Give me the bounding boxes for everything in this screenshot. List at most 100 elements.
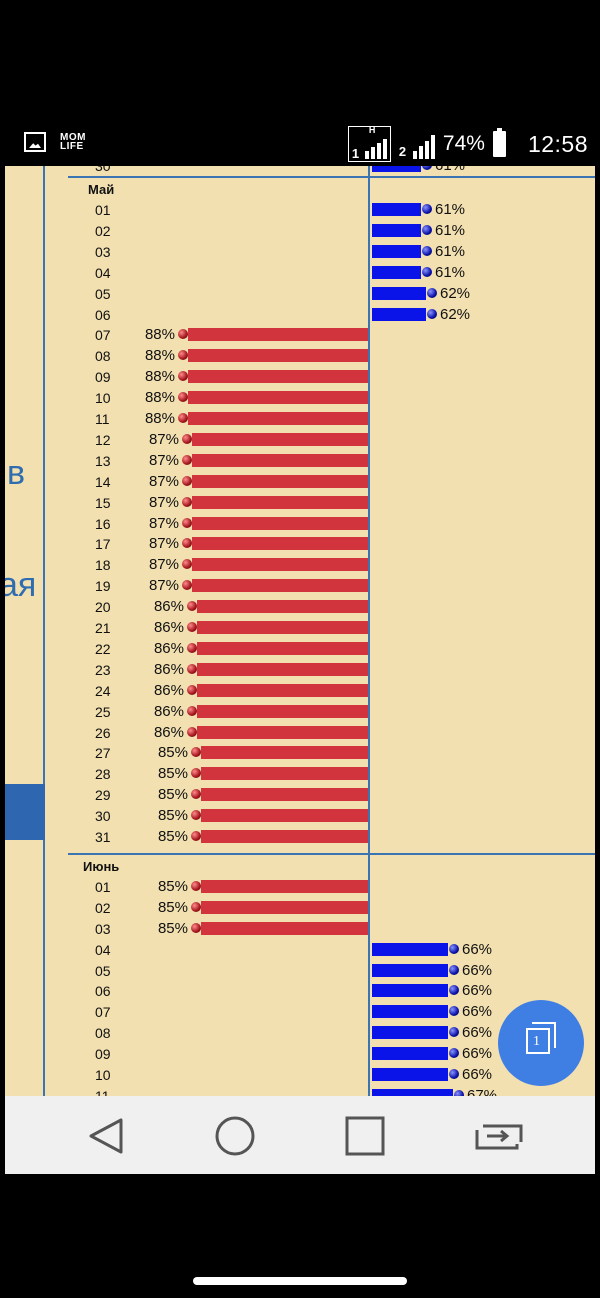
day-label: 17	[95, 536, 111, 553]
day-row: 14 87%	[5, 471, 595, 492]
day-label: 06	[95, 983, 111, 1000]
day-label: 25	[95, 703, 111, 720]
value-label: 62%	[440, 284, 471, 302]
right-bar	[372, 223, 421, 237]
day-label: 01	[95, 878, 111, 895]
recents-icon[interactable]	[343, 1114, 387, 1158]
left-bar-marker	[178, 350, 188, 361]
value-label: 85%	[157, 765, 188, 783]
home-indicator[interactable]	[193, 1277, 407, 1285]
right-bar	[372, 203, 421, 216]
sim2-label: 2	[398, 144, 407, 159]
right-bar-marker	[449, 1006, 459, 1017]
tab-count: 1	[533, 1034, 540, 1049]
left-bar-marker	[178, 413, 188, 423]
sidebar-text-2: ая	[5, 566, 37, 604]
day-label: 30	[95, 166, 111, 174]
value-label: 86%	[153, 660, 184, 678]
right-bar-marker	[427, 287, 437, 298]
left-bar	[192, 432, 368, 446]
left-bar	[197, 683, 368, 697]
left-bar	[188, 328, 368, 342]
left-bar-marker	[178, 371, 188, 382]
tabs-button[interactable]: 1	[498, 1000, 584, 1086]
day-label: 08	[95, 1025, 111, 1042]
chart-content[interactable]: в ая 30 61% Май 01 61% 02 61% 03 61% 04 61% 05 62%…	[5, 166, 595, 1096]
battery-icon	[492, 128, 506, 157]
left-bar	[188, 391, 368, 405]
left-bar	[201, 809, 368, 823]
day-label: 10	[95, 390, 111, 407]
left-bar-marker	[191, 747, 201, 758]
value-label: 85%	[157, 786, 188, 804]
value-label: 88%	[144, 347, 175, 365]
value-label: 88%	[144, 410, 175, 427]
day-row: 17 87%	[5, 533, 595, 554]
left-bar	[192, 558, 368, 572]
right-bar	[372, 244, 421, 258]
right-bar-marker	[427, 308, 437, 319]
left-bar	[192, 579, 368, 593]
left-bar	[197, 600, 368, 614]
day-label: 06	[95, 306, 111, 323]
month-separator	[68, 852, 595, 855]
left-bar-marker	[191, 901, 201, 912]
left-bar-marker	[178, 329, 188, 340]
left-bar	[192, 516, 368, 530]
left-bar-marker	[191, 880, 201, 891]
day-row: 01 85%	[5, 876, 595, 897]
value-label: 66%	[462, 1045, 493, 1063]
value-label: 86%	[153, 681, 184, 699]
day-row: 12 87%	[5, 429, 595, 450]
day-label: 26	[95, 724, 111, 741]
value-label: 87%	[148, 430, 179, 448]
value-label: 85%	[157, 744, 188, 762]
day-row: 26 86%	[5, 722, 595, 743]
day-row: 22 86%	[5, 638, 595, 659]
clock: 12:58	[527, 130, 588, 157]
tabs-back-icon	[532, 1022, 556, 1048]
value-label: 67%	[467, 1086, 498, 1096]
day-row: 05 62%	[5, 283, 595, 304]
right-bar	[372, 942, 448, 956]
day-label: 05	[95, 285, 111, 302]
battery-percent: 74%	[442, 132, 485, 155]
day-label: 27	[95, 745, 111, 762]
left-bar	[197, 621, 368, 634]
day-row: 15 87%	[5, 492, 595, 513]
day-row: 05 66%	[5, 960, 595, 981]
left-bar	[197, 725, 368, 739]
tabs-icon	[526, 1028, 550, 1054]
back-icon[interactable]	[85, 1114, 129, 1158]
day-row: 07 66%	[5, 1001, 595, 1022]
left-bar	[201, 879, 368, 893]
sidebar-button[interactable]	[5, 784, 45, 840]
network-type-label: H	[368, 125, 376, 135]
home-icon[interactable]	[213, 1114, 257, 1158]
left-bar-marker	[182, 538, 192, 549]
left-bar-marker	[182, 433, 192, 444]
day-row: 25 86%	[5, 701, 595, 722]
switch-icon[interactable]	[471, 1114, 527, 1158]
left-bar-marker	[191, 831, 201, 841]
day-row: 29 85%	[5, 784, 595, 805]
day-label: 21	[95, 620, 111, 636]
day-row: 21 86%	[5, 617, 595, 638]
left-bar	[192, 474, 368, 488]
day-row: 06 62%	[5, 304, 595, 325]
left-bar	[197, 704, 368, 718]
right-bar	[372, 1068, 448, 1081]
left-bar-marker	[182, 580, 192, 591]
right-bar	[372, 265, 421, 279]
right-bar-marker	[449, 1069, 459, 1079]
left-bar	[201, 900, 368, 914]
value-label: 86%	[153, 619, 184, 636]
day-row: 07 88%	[5, 324, 595, 345]
day-label: 05	[95, 962, 111, 979]
day-row: 01 61%	[5, 199, 595, 220]
right-bar	[372, 963, 448, 977]
value-label: 87%	[148, 577, 179, 595]
left-bar-marker	[178, 392, 188, 403]
day-label: 22	[95, 640, 111, 657]
value-label: 86%	[153, 702, 184, 720]
